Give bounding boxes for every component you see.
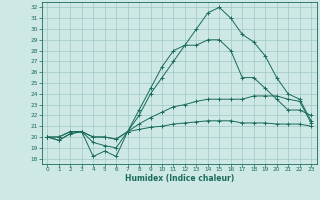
X-axis label: Humidex (Indice chaleur): Humidex (Indice chaleur) xyxy=(124,174,234,183)
